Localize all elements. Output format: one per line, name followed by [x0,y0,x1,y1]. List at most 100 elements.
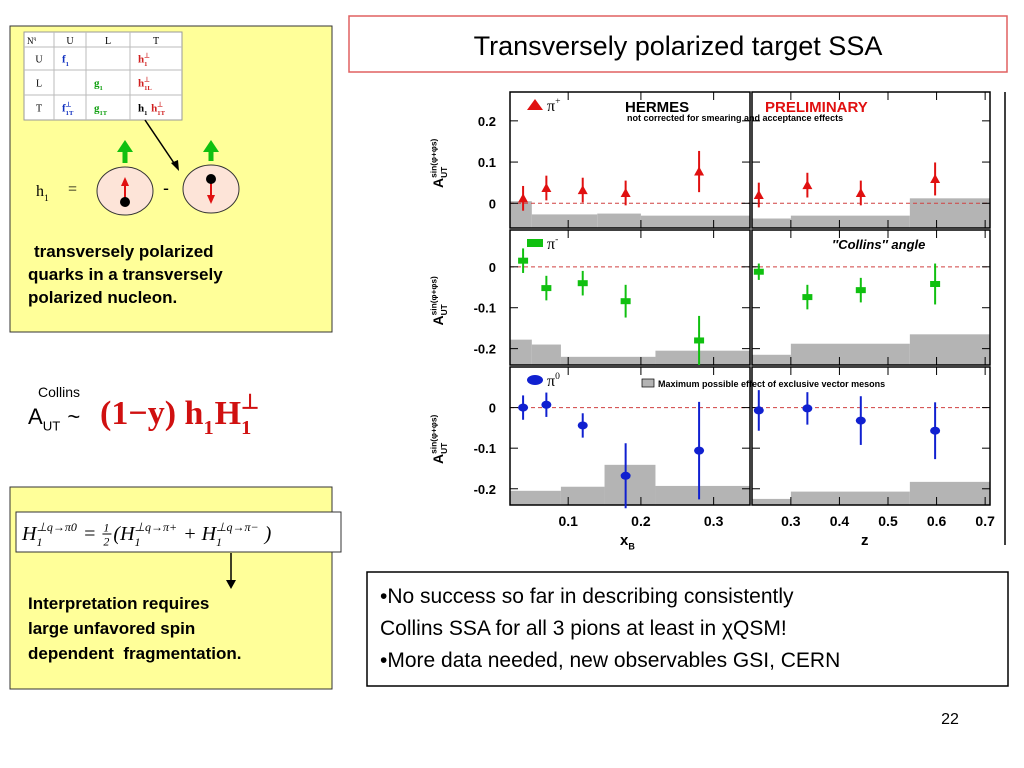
marker [518,193,529,203]
systematic-band [655,485,750,505]
math-text: N [27,36,34,46]
subscript: 1 [44,193,49,204]
marker [620,187,631,197]
marker [753,268,764,275]
y-tick-label: 0 [489,196,496,211]
math-text: h [138,103,144,115]
subscript: 1 [66,61,69,68]
marker [930,281,941,287]
subscript: 1T [157,110,165,117]
math-text: (1−y) [100,395,185,432]
title-box [348,15,1008,73]
math-text: h [36,183,44,200]
y-tick-label: -0.2 [474,342,496,357]
notes-box [366,571,1009,687]
systematic-band [560,486,605,505]
box-text: quarks in a transversely [28,265,223,284]
marker [694,337,705,344]
page-number: 22 [941,711,959,728]
equals: = [68,181,77,198]
legend-marker [527,239,543,247]
math-text: A [28,404,43,429]
subscript: 1L [144,85,152,92]
superscript: ⊥ [144,76,150,84]
note-line: •No success so far in describing consist… [380,585,794,608]
marker [541,400,552,409]
superscript: sin(φ+φs) [429,276,439,315]
x-tick-label: 0.5 [878,513,898,529]
angle-label: ″Collins″ angle [832,237,925,252]
x-tick-label: 0.3 [704,513,724,529]
systematic-band [604,464,656,505]
column-header: U [66,36,74,47]
math-text: h [138,78,144,90]
box-text: Interpretation requires [28,594,209,613]
marker [541,285,552,292]
marker [694,446,705,455]
x-tick-label: 0.4 [830,513,850,529]
caveat: not corrected for smearing and acceptanc… [627,113,843,123]
marker [541,183,552,193]
subscript: 1T [66,110,74,117]
marker [694,166,705,176]
systematic-band [640,215,750,228]
subscript: 1 [135,535,141,549]
systematic-band [909,334,990,365]
row-header: T [36,104,42,115]
systematic-band [655,350,750,365]
math-text: H [21,523,38,545]
superscript: - [555,234,558,245]
math-text: g [94,78,100,90]
marker [930,426,941,435]
marker [620,298,631,305]
superscript: 0 [555,371,560,382]
math-text: A [430,315,446,325]
subscript: 1T [100,110,108,117]
math-text: π [547,373,555,390]
x-tick-label: 0.2 [631,513,651,529]
systematic-band [510,339,532,365]
superscript: ⊥q→π0 [36,520,76,534]
legend-marker [527,375,543,385]
superscript: ⊥q→π+ [135,520,178,534]
superscript: ⊥ [144,52,150,60]
panel-frame [751,229,991,366]
status: PRELIMINARY [765,99,868,116]
fraction-den: 2 [103,535,109,549]
legend-marker [527,99,543,110]
band-label: Maximum possible effect of exclusive vec… [658,379,885,389]
systematic-band [909,481,990,505]
y-tick-label: -0.2 [474,482,496,497]
x-tick-label: 0.1 [558,513,578,529]
subscript: 1 [36,535,42,549]
box-text: polarized nucleon. [28,288,177,307]
systematic-band [790,215,910,228]
row-header: L [36,79,42,90]
column-header: T [153,36,159,47]
superscript: ⊥ [66,101,72,109]
arrow-head [207,195,215,204]
note-line: •More data needed, new observables GSI, … [380,649,840,672]
arrow-head [121,177,129,186]
marker [620,471,631,480]
band-key [641,378,655,388]
subscript: UT [439,166,449,178]
box-text: dependent fragmentation. [28,644,241,663]
column-header: L [105,36,111,47]
systematic-band [510,490,561,505]
systematic-band [790,491,910,505]
math-text: h [148,103,157,115]
superscript: ⊥q→π− [216,520,259,534]
box-text: large unfavored spin [28,619,195,638]
subscript: 1 [241,417,251,439]
math-text: A [430,454,446,464]
x-tick-label: 0.6 [927,513,947,529]
y-tick-label: 0.2 [478,114,496,129]
systematic-band [752,218,791,228]
arrow-head [226,580,236,589]
math-text: = [78,523,102,545]
systematic-band [790,343,910,365]
